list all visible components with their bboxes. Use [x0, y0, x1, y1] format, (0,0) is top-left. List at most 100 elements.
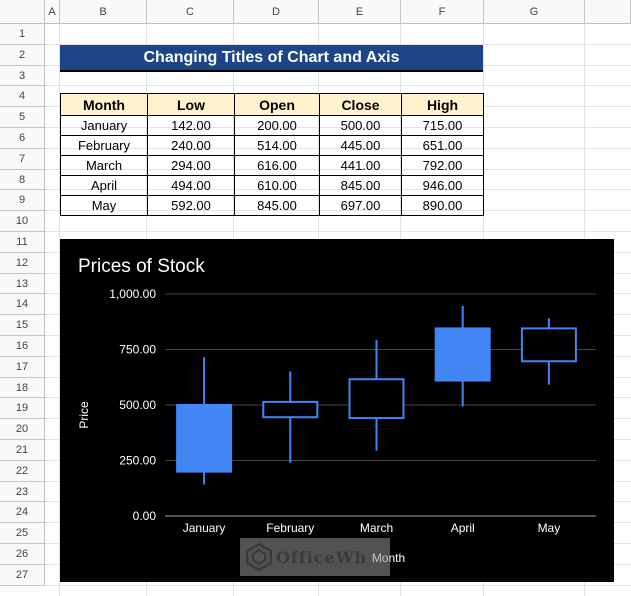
chart-canvas: Prices of Stock 0.00 250.00 500.00 750.00 1,0…: [77, 256, 596, 565]
table-row: May 592.00 845.00 697.00 890.00: [60, 195, 484, 216]
y-tick-label: 750.00: [119, 343, 156, 357]
table-cell[interactable]: 610.00: [234, 175, 320, 196]
table-cell[interactable]: 792.00: [401, 155, 484, 176]
table-cell[interactable]: 294.00: [147, 155, 235, 176]
grid-column-line: [59, 24, 60, 596]
row-header-3[interactable]: 3: [0, 66, 45, 86]
header-high[interactable]: High: [401, 93, 484, 116]
banner-title[interactable]: Changing Titles of Chart and Axis: [60, 45, 483, 72]
table-cell[interactable]: 651.00: [401, 135, 484, 156]
table-cell[interactable]: 200.00: [234, 115, 320, 136]
data-table: Month Low Open Close High January 142.00…: [60, 93, 484, 216]
column-header-a[interactable]: A: [45, 0, 60, 24]
header-close[interactable]: Close: [319, 93, 402, 116]
column-header-g[interactable]: G: [484, 0, 585, 24]
row-header-15[interactable]: 15: [0, 315, 45, 336]
row-header-14[interactable]: 14: [0, 294, 45, 315]
candlestick-chart[interactable]: Prices of Stock 0.00 250.00 500.00 750.00 1,0…: [60, 239, 614, 582]
x-tick-label: March: [360, 521, 393, 535]
candle-body: [176, 404, 233, 473]
row-header-11[interactable]: 11: [0, 232, 45, 253]
candle-body: [262, 400, 319, 419]
table-cell[interactable]: 240.00: [147, 135, 235, 156]
y-tick-label: 0.00: [133, 509, 157, 523]
table-cell[interactable]: 845.00: [319, 175, 402, 196]
x-tick-label: May: [538, 521, 561, 535]
column-header-c[interactable]: C: [147, 0, 234, 24]
table-cell[interactable]: 514.00: [234, 135, 320, 156]
y-tick-label: 500.00: [119, 398, 156, 412]
watermark: OfficeWh: [240, 538, 390, 576]
table-cell[interactable]: 445.00: [319, 135, 402, 156]
table-cell[interactable]: 494.00: [147, 175, 235, 196]
row-header-26[interactable]: 26: [0, 544, 45, 565]
row-header-4[interactable]: 4: [0, 86, 45, 107]
officewheel-logo-icon: [246, 543, 272, 571]
y-tick-label: 1,000.00: [109, 287, 156, 301]
table-row: March 294.00 616.00 441.00 792.00: [60, 155, 484, 176]
x-tick-label: January: [183, 521, 226, 535]
header-open[interactable]: Open: [234, 93, 320, 116]
header-low[interactable]: Low: [147, 93, 235, 116]
header-month[interactable]: Month: [60, 93, 148, 116]
candle-body: [348, 378, 405, 420]
table-cell[interactable]: April: [60, 175, 148, 196]
y-axis-label: Price: [77, 401, 91, 429]
row-header-7[interactable]: 7: [0, 149, 45, 170]
grid-row-line: [45, 44, 631, 45]
grid-row-line: [45, 231, 631, 232]
row-header-1[interactable]: 1: [0, 24, 45, 45]
table-cell[interactable]: 500.00: [319, 115, 402, 136]
row-header-13[interactable]: 13: [0, 274, 45, 294]
x-tick-label: February: [266, 521, 314, 535]
row-header-21[interactable]: 21: [0, 440, 45, 461]
table-row: February 240.00 514.00 445.00 651.00: [60, 135, 484, 156]
grid-row-line: [45, 585, 631, 586]
table-row: January 142.00 200.00 500.00 715.00: [60, 115, 484, 136]
row-header-5[interactable]: 5: [0, 107, 45, 128]
row-header-25[interactable]: 25: [0, 523, 45, 544]
table-cell[interactable]: 715.00: [401, 115, 484, 136]
table-cell[interactable]: May: [60, 195, 148, 216]
x-tick-label: April: [451, 521, 475, 535]
table-cell[interactable]: January: [60, 115, 148, 136]
table-cell[interactable]: March: [60, 155, 148, 176]
row-header-24[interactable]: 24: [0, 502, 45, 523]
row-header-9[interactable]: 9: [0, 190, 45, 211]
row-header-6[interactable]: 6: [0, 128, 45, 149]
row-header-22[interactable]: 22: [0, 461, 45, 482]
column-header-next[interactable]: [585, 0, 631, 24]
table-cell[interactable]: 616.00: [234, 155, 320, 176]
table-cell[interactable]: 697.00: [319, 195, 402, 216]
row-header-17[interactable]: 17: [0, 357, 45, 378]
row-header-20[interactable]: 20: [0, 419, 45, 440]
row-header-18[interactable]: 18: [0, 378, 45, 398]
table-cell[interactable]: 142.00: [147, 115, 235, 136]
row-header-2[interactable]: 2: [0, 45, 45, 66]
row-header-10[interactable]: 10: [0, 211, 45, 232]
row-header-27[interactable]: 27: [0, 565, 45, 586]
table-cell[interactable]: 890.00: [401, 195, 484, 216]
grid-row-line: [45, 85, 631, 86]
watermark-text: OfficeWh: [276, 547, 368, 567]
column-header-d[interactable]: D: [234, 0, 319, 24]
row-header-8[interactable]: 8: [0, 170, 45, 190]
column-header-f[interactable]: F: [401, 0, 484, 24]
table-header-row: Month Low Open Close High: [60, 93, 484, 116]
candle-body: [434, 327, 491, 382]
column-header-e[interactable]: E: [319, 0, 401, 24]
column-header-b[interactable]: B: [60, 0, 147, 24]
row-header-19[interactable]: 19: [0, 398, 45, 419]
chart-title: Prices of Stock: [78, 256, 205, 277]
table-cell[interactable]: 592.00: [147, 195, 235, 216]
row-header-16[interactable]: 16: [0, 336, 45, 357]
table-cell[interactable]: 441.00: [319, 155, 402, 176]
table-cell[interactable]: 845.00: [234, 195, 320, 216]
row-header-23[interactable]: 23: [0, 482, 45, 502]
table-cell[interactable]: February: [60, 135, 148, 156]
y-tick-label: 250.00: [119, 454, 156, 468]
candle-body: [520, 327, 577, 363]
select-all-corner[interactable]: [0, 0, 45, 24]
table-cell[interactable]: 946.00: [401, 175, 484, 196]
row-header-12[interactable]: 12: [0, 253, 45, 274]
